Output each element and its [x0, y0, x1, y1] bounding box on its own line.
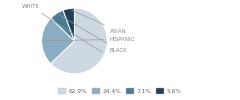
- Wedge shape: [63, 8, 74, 41]
- Text: WHITE: WHITE: [22, 4, 102, 52]
- Wedge shape: [51, 8, 107, 74]
- Wedge shape: [42, 18, 74, 64]
- Legend: 62.9%, 24.4%, 7.1%, 5.6%: 62.9%, 24.4%, 7.1%, 5.6%: [56, 86, 184, 96]
- Text: HISPANIC: HISPANIC: [44, 37, 135, 42]
- Text: ASIAN: ASIAN: [71, 10, 126, 34]
- Wedge shape: [51, 10, 74, 41]
- Text: BLACK: BLACK: [59, 15, 127, 53]
